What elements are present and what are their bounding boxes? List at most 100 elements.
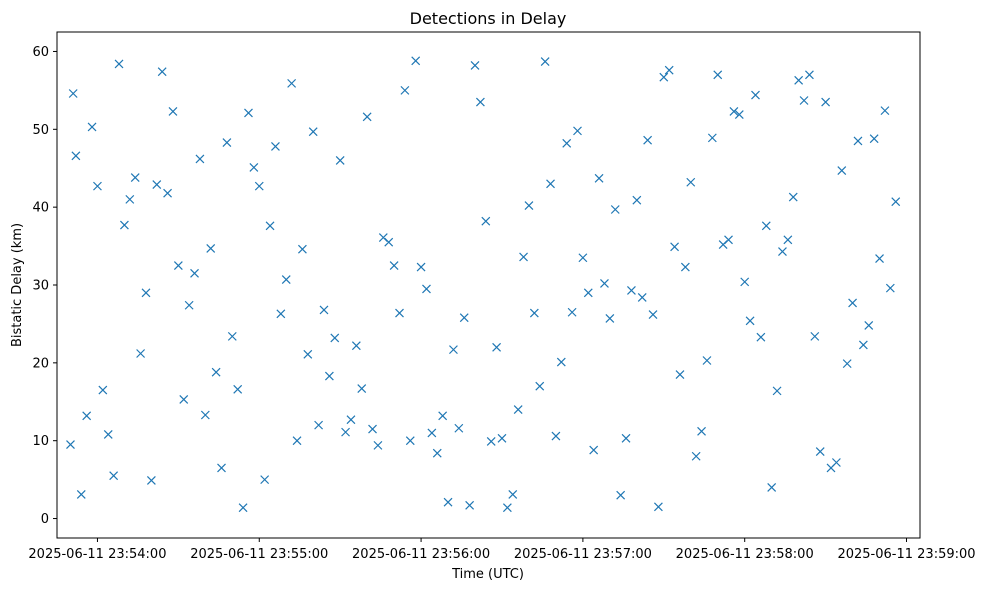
data-point — [508, 489, 518, 499]
data-point — [260, 475, 270, 485]
data-point — [76, 489, 86, 499]
data-point — [546, 179, 555, 189]
data-point — [119, 220, 129, 230]
data-point — [238, 503, 248, 513]
data-point — [346, 415, 356, 425]
data-point — [627, 286, 636, 295]
data-point — [71, 151, 81, 161]
data-point — [610, 205, 620, 214]
y-tick-label: 40 — [32, 201, 49, 216]
data-point — [810, 331, 820, 341]
data-point — [519, 252, 528, 262]
data-point — [686, 177, 696, 187]
data-point — [68, 89, 78, 98]
data-point — [600, 279, 609, 288]
data-point — [540, 57, 550, 67]
data-point — [308, 127, 318, 137]
x-axis-label: Time (UTC) — [451, 567, 524, 582]
data-point — [449, 345, 458, 355]
data-point — [805, 70, 814, 80]
data-point — [319, 305, 329, 315]
data-point — [254, 181, 264, 191]
data-point — [416, 262, 426, 272]
data-point — [853, 136, 863, 146]
data-point — [249, 163, 259, 172]
data-point — [400, 85, 410, 95]
data-point — [502, 503, 512, 513]
data-point — [880, 106, 890, 116]
data-point — [314, 420, 324, 430]
data-point — [411, 56, 421, 66]
data-point — [648, 310, 658, 320]
data-point — [837, 166, 847, 175]
y-tick-label: 50 — [32, 123, 49, 138]
y-tick-label: 10 — [32, 434, 49, 449]
data-point — [734, 110, 744, 119]
data-point — [664, 65, 674, 75]
data-point — [130, 173, 140, 182]
data-point — [740, 277, 750, 287]
data-point — [244, 108, 253, 118]
data-point — [179, 395, 189, 404]
data-point — [206, 243, 216, 253]
chart-title: Detections in Delay — [410, 9, 567, 28]
data-point — [670, 242, 680, 252]
y-tick-label: 30 — [32, 279, 49, 294]
x-tick-label: 2025-06-11 23:54:00 — [28, 547, 166, 562]
data-point — [815, 447, 825, 457]
x-tick-label: 2025-06-11 23:59:00 — [837, 547, 975, 562]
y-axis: 0 10 20 30 40 50 60 — [32, 45, 57, 527]
data-point — [395, 308, 404, 318]
data-point — [831, 458, 841, 467]
data-point — [788, 192, 798, 202]
y-tick-label: 60 — [32, 45, 49, 60]
data-point — [869, 134, 879, 144]
data-point — [292, 436, 302, 446]
data-point — [422, 284, 431, 294]
data-point — [556, 357, 566, 367]
data-point — [470, 61, 480, 70]
data-point — [271, 142, 280, 151]
data-point — [605, 314, 615, 323]
data-point — [562, 138, 572, 148]
data-point — [93, 181, 102, 191]
data-point — [87, 122, 97, 132]
data-point — [524, 201, 534, 211]
data-point — [211, 367, 221, 377]
data-point — [497, 433, 507, 443]
data-point — [848, 298, 858, 308]
data-point — [368, 424, 377, 434]
data-point — [864, 321, 874, 330]
data-point — [157, 67, 167, 77]
data-point — [481, 216, 491, 226]
data-point — [492, 342, 502, 352]
data-point — [707, 133, 717, 143]
data-point — [589, 445, 599, 455]
data-point — [163, 188, 172, 198]
data-point — [486, 437, 496, 446]
data-point — [303, 349, 313, 359]
data-point — [438, 411, 448, 421]
data-point — [529, 308, 539, 318]
data-point — [653, 502, 663, 512]
data-point — [233, 384, 243, 394]
data-point — [659, 72, 669, 82]
data-point — [432, 448, 442, 458]
data-point — [324, 371, 334, 381]
data-point — [756, 332, 766, 342]
data-point — [702, 356, 712, 365]
data-point — [632, 195, 642, 205]
data-point — [351, 341, 361, 351]
data-point — [389, 261, 399, 270]
data-point — [190, 268, 199, 278]
data-point — [713, 70, 723, 80]
data-point — [680, 262, 690, 272]
data-point — [427, 428, 437, 438]
data-point — [265, 221, 275, 231]
x-axis: 2025-06-11 23:54:00 2025-06-11 23:55:00 20… — [28, 538, 976, 562]
y-axis-label: Bistatic Delay (km) — [10, 223, 25, 347]
data-point — [778, 247, 787, 256]
data-point — [357, 384, 367, 393]
data-point — [276, 309, 286, 319]
data-point — [821, 97, 831, 107]
